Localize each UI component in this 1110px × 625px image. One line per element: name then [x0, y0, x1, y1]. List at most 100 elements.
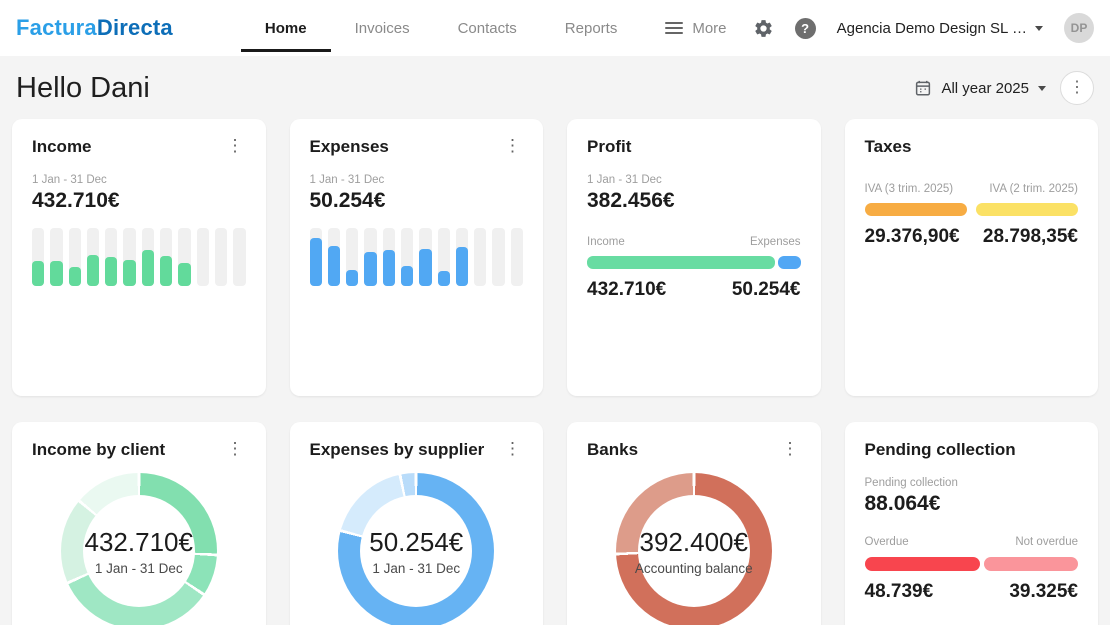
card-menu-button[interactable]: ⋮	[780, 440, 801, 457]
period-selector-label: All year 2025	[941, 79, 1029, 97]
donut-center-value: 432.710€	[84, 526, 193, 557]
card-title: Profit	[587, 137, 632, 156]
expenses-amount: 50.254€	[731, 279, 801, 300]
card-menu-button[interactable]: ⋮	[225, 440, 246, 457]
kebab-menu-icon: ⋮	[504, 439, 521, 458]
help-button[interactable]: ?	[794, 17, 816, 39]
bar-track	[474, 228, 487, 286]
income-label: Income	[587, 236, 625, 248]
expenses-card: Expenses ⋮ 1 Jan - 31 Dec 50.254€	[289, 119, 543, 396]
bar-track	[382, 228, 395, 286]
card-title: Pending collection	[864, 440, 1016, 459]
bar-track	[309, 228, 322, 286]
settings-button[interactable]	[753, 18, 774, 39]
chevron-down-icon	[1035, 25, 1043, 31]
tax-bar-q3	[864, 203, 967, 216]
nav-more-label: More	[692, 19, 727, 37]
bar-fill	[419, 249, 432, 286]
bar-track	[178, 228, 191, 286]
bar-track	[68, 228, 81, 286]
question-mark-icon: ?	[794, 17, 816, 39]
card-menu-button[interactable]: ⋮	[502, 137, 523, 154]
kebab-menu-icon: ⋮	[504, 136, 521, 155]
account-switcher[interactable]: Agencia Demo Design SL …	[837, 20, 1043, 37]
bar-track	[32, 228, 45, 286]
logo-text-directa: Directa	[96, 15, 173, 40]
facturadirecta-logo[interactable]: FacturaDirecta	[16, 15, 173, 41]
bar-fill	[437, 270, 450, 286]
nav-more[interactable]: More	[641, 0, 750, 56]
bar-track	[400, 228, 414, 286]
period-label: 1 Jan - 31 Dec	[309, 174, 385, 186]
bar-track	[160, 228, 173, 286]
overdue-label: Overdue	[864, 536, 909, 548]
pending-total: 88.064€	[864, 492, 941, 515]
tax-period-label: IVA (2 trim. 2025)	[989, 183, 1078, 195]
card-menu-button[interactable]: ⋮	[225, 137, 246, 154]
income-amount: 432.710€	[587, 279, 667, 300]
bar-track	[141, 228, 155, 286]
profit-total: 382.456€	[587, 189, 675, 212]
pending-stacked-bar	[864, 557, 1078, 571]
expenses-by-supplier-donut-chart: 50.254€ 1 Jan - 31 Dec	[338, 473, 495, 625]
donut-center-label: 1 Jan - 31 Dec	[372, 560, 461, 576]
bar-track	[50, 228, 63, 286]
expenses-label: Expenses	[749, 236, 801, 248]
income-by-client-donut-chart: 432.710€ 1 Jan - 31 Dec	[60, 473, 217, 625]
expenses-total: 50.254€	[309, 189, 386, 212]
income-monthly-bar-chart	[32, 228, 246, 286]
bar-track	[419, 228, 432, 286]
bar-fill	[382, 250, 395, 286]
period-label: 1 Jan - 31 Dec	[587, 174, 662, 186]
bar-fill	[327, 245, 341, 286]
taxes-bars: IVA (3 trim. 2025) 29.376,90€ IVA (2 tri…	[864, 183, 1078, 248]
profit-stacked-bar	[587, 256, 801, 269]
chevron-down-icon	[1038, 85, 1046, 91]
nav-reports[interactable]: Reports	[564, 19, 618, 37]
pending-summary-label: Pending collection	[864, 477, 958, 489]
logo-text-factura: Factura	[16, 15, 97, 40]
overdue-bar-segment	[864, 557, 981, 571]
bar-track	[327, 228, 341, 286]
donut-center-label: 1 Jan - 31 Dec	[94, 560, 183, 576]
account-name: Agencia Demo Design SL …	[836, 19, 1027, 37]
card-title: Income	[32, 137, 92, 156]
avatar[interactable]: DP	[1064, 13, 1094, 43]
profit-card: Profit 1 Jan - 31 Dec 382.456€ Income Ex…	[567, 119, 821, 396]
income-card: Income ⋮ 1 Jan - 31 Dec 432.710€	[12, 119, 266, 396]
bar-fill	[364, 251, 377, 286]
card-title: Taxes	[864, 137, 912, 156]
dashboard-options-button[interactable]: ⋮	[1060, 71, 1094, 105]
not-overdue-label: Not overdue	[1015, 536, 1078, 548]
banks-donut-chart: 392.400€ Accounting balance	[615, 473, 772, 625]
nav-invoices[interactable]: Invoices	[354, 19, 410, 37]
nav-home[interactable]: Home	[240, 0, 331, 56]
income-by-client-card: Income by client ⋮ 432.710€ 1 Jan - 31 D…	[12, 422, 266, 625]
top-navigation-bar: FacturaDirecta Home Invoices Contacts Re…	[0, 0, 1110, 56]
bar-fill	[160, 255, 173, 286]
bar-fill	[50, 261, 63, 286]
page-header: Hello Dani All year 2025 ⋮	[16, 71, 1094, 105]
calendar-icon	[916, 80, 931, 96]
bar-track	[86, 228, 100, 286]
bar-track	[364, 228, 377, 286]
bar-fill	[105, 257, 118, 286]
card-menu-button[interactable]: ⋮	[502, 440, 523, 457]
bar-fill	[346, 270, 359, 286]
bar-track	[346, 228, 359, 286]
dashboard-grid: Income ⋮ 1 Jan - 31 Dec 432.710€ Expense…	[12, 119, 1098, 625]
kebab-menu-icon: ⋮	[226, 439, 244, 458]
card-title: Banks	[587, 440, 639, 459]
kebab-menu-icon: ⋮	[781, 439, 799, 458]
bar-fill	[400, 265, 414, 286]
card-title: Income by client	[32, 440, 166, 459]
kebab-menu-icon: ⋮	[226, 136, 244, 155]
bar-track	[455, 228, 469, 286]
not-overdue-amount: 39.325€	[1009, 581, 1078, 602]
nav-contacts[interactable]: Contacts	[457, 19, 517, 37]
tax-amount-q3: 29.376,90€	[864, 226, 960, 247]
expenses-by-supplier-card: Expenses by supplier ⋮ 50.254€ 1 Jan - 3…	[289, 422, 543, 625]
expenses-bar-segment	[778, 256, 801, 269]
banks-card: Banks ⋮ 392.400€ Accounting balance	[567, 422, 821, 625]
period-selector[interactable]: All year 2025	[914, 79, 1046, 97]
